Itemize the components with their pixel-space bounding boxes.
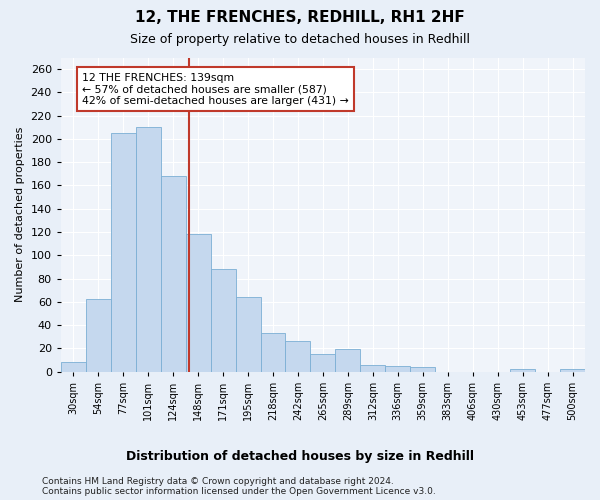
Text: Contains public sector information licensed under the Open Government Licence v3: Contains public sector information licen… <box>42 488 436 496</box>
Bar <box>510 370 535 372</box>
Bar <box>385 366 410 372</box>
Text: Contains HM Land Registry data © Crown copyright and database right 2024.: Contains HM Land Registry data © Crown c… <box>42 478 394 486</box>
Bar <box>410 367 435 372</box>
Y-axis label: Number of detached properties: Number of detached properties <box>15 127 25 302</box>
Bar <box>560 370 585 372</box>
Bar <box>286 342 310 372</box>
Bar <box>185 234 211 372</box>
Bar <box>211 269 236 372</box>
Bar <box>61 362 86 372</box>
Bar <box>86 300 111 372</box>
Text: Distribution of detached houses by size in Redhill: Distribution of detached houses by size … <box>126 450 474 463</box>
Bar <box>361 364 385 372</box>
Bar <box>136 128 161 372</box>
Text: 12 THE FRENCHES: 139sqm
← 57% of detached houses are smaller (587)
42% of semi-d: 12 THE FRENCHES: 139sqm ← 57% of detache… <box>82 72 349 106</box>
Bar <box>310 354 335 372</box>
Text: 12, THE FRENCHES, REDHILL, RH1 2HF: 12, THE FRENCHES, REDHILL, RH1 2HF <box>135 10 465 25</box>
Bar <box>335 350 361 372</box>
Bar <box>111 133 136 372</box>
Bar <box>260 333 286 372</box>
Text: Size of property relative to detached houses in Redhill: Size of property relative to detached ho… <box>130 32 470 46</box>
Bar <box>236 297 260 372</box>
Bar <box>161 176 185 372</box>
